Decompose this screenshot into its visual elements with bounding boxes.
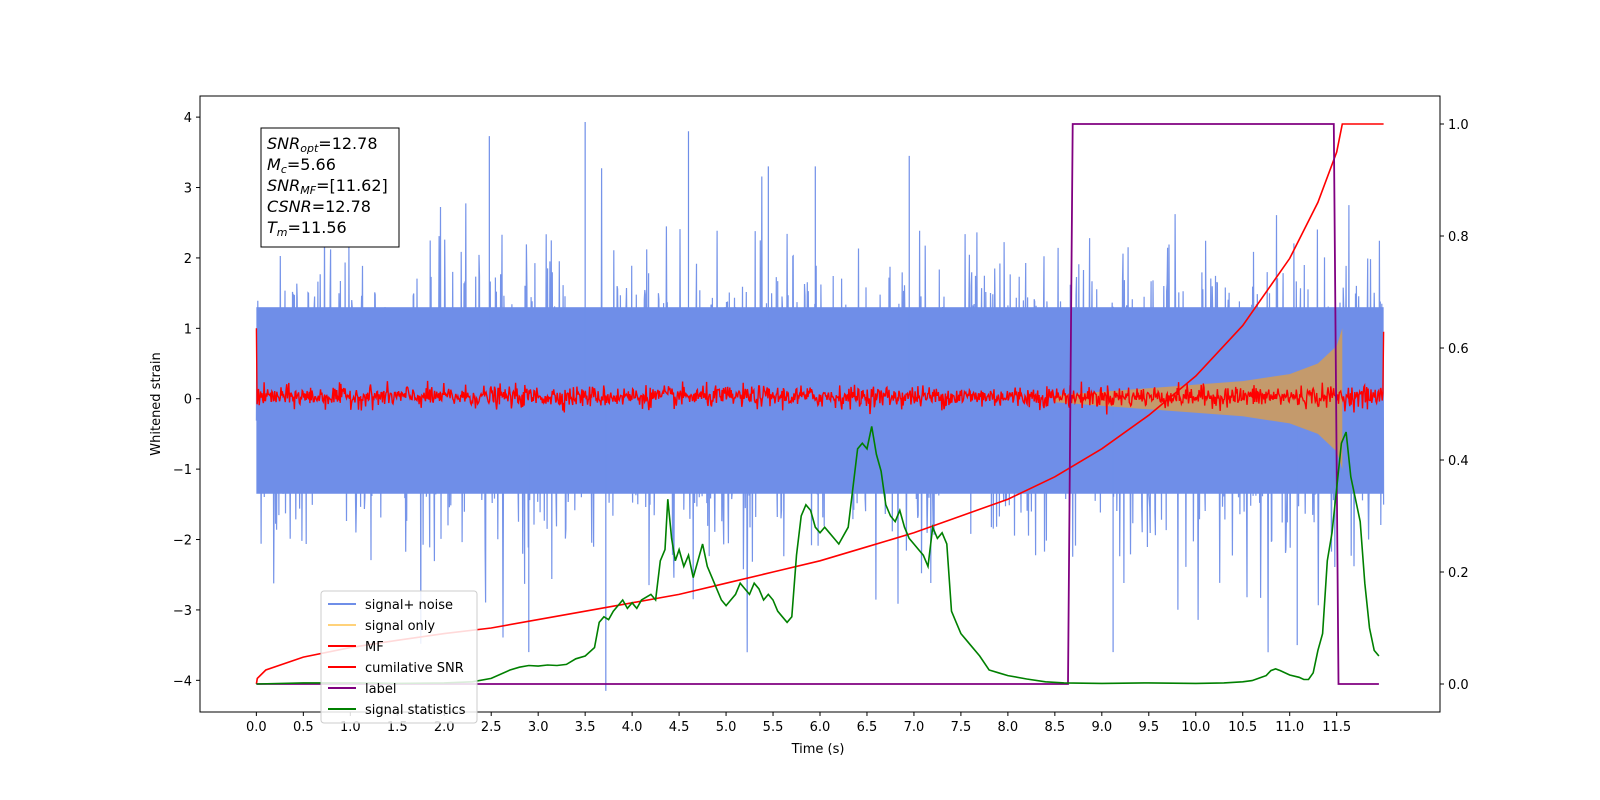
x-tick-label: 6.0: [810, 720, 831, 735]
mf-series: [255, 328, 1385, 415]
y-right-tick-label: 0.8: [1448, 230, 1469, 245]
y-left-tick-label: 0: [184, 393, 192, 408]
x-tick-label: 3.0: [528, 720, 549, 735]
annotation-mc: Mc=5.66: [267, 155, 336, 176]
y-left-tick-label: 4: [184, 111, 192, 126]
mf-line: [255, 328, 1385, 415]
x-tick-label: 4.5: [669, 720, 690, 735]
x-tick-label: 2.5: [481, 720, 502, 735]
x-tick-label: 9.5: [1138, 720, 1159, 735]
signal-statistics-line: [256, 426, 1380, 685]
legend-label-signal-only: signal only: [365, 619, 435, 634]
x-tick-label: 3.5: [575, 720, 596, 735]
legend-label-signal-statistics: signal statistics: [365, 703, 466, 718]
x-tick-label: 5.5: [763, 720, 784, 735]
x-tick-label: 4.0: [622, 720, 643, 735]
legend: signal+ noise signal only MF cumilative …: [320, 590, 478, 724]
legend-label-mf: MF: [365, 640, 384, 655]
y-left-tick-label: 1: [184, 322, 192, 337]
x-tick-label: 8.5: [1045, 720, 1066, 735]
annotation-snr-mf: SNRMF=[11.62]: [267, 176, 388, 197]
annotation-tm: Tm=11.56: [267, 218, 347, 239]
x-tick-label: 1.0: [340, 720, 361, 735]
x-tick-label: 1.5: [387, 720, 408, 735]
x-tick-label: 9.0: [1091, 720, 1112, 735]
x-tick-label: 8.0: [998, 720, 1019, 735]
y-left-tick-label: −4: [173, 674, 192, 689]
legend-label-cumulative-snr: cumilative SNR: [365, 661, 464, 676]
y-right-tick-label: 0.2: [1448, 566, 1469, 581]
y-axis-right: 1.0 0.8 0.6 0.4 0.2 0.0: [1440, 118, 1469, 693]
y-left-tick-label: −2: [173, 534, 192, 549]
x-axis-title: Time (s): [791, 742, 845, 757]
y-right-tick-label: 0.0: [1448, 678, 1469, 693]
y-axis-title: Whitened strain: [149, 352, 164, 455]
series-layer: [255, 122, 1385, 691]
x-tick-label: 7.5: [951, 720, 972, 735]
y-right-tick-label: 0.6: [1448, 342, 1469, 357]
y-left-tick-label: 3: [184, 182, 192, 197]
x-tick-label: 7.0: [904, 720, 925, 735]
x-tick-label: 6.5: [857, 720, 878, 735]
legend-label-label: label: [365, 682, 396, 697]
signal-statistics-series: [256, 426, 1380, 685]
x-tick-label: 11.0: [1275, 720, 1304, 735]
annotation-frame: [260, 127, 400, 248]
annotation-snr-opt: SNRopt=12.78: [267, 134, 378, 155]
y-right-tick-label: 1.0: [1448, 118, 1469, 133]
x-tick-label: 0.5: [293, 720, 314, 735]
x-tick-label: 11.5: [1322, 720, 1351, 735]
x-axis: 0.0 0.5 1.0 1.5 2.0 2.5 3.0 3.5 4.0 4.5 5.0 5.5 6.0 6…: [246, 712, 1351, 735]
label-series: [256, 123, 1379, 685]
y-left-tick-label: −3: [173, 604, 192, 619]
x-tick-label: 0.0: [246, 720, 267, 735]
annotation-csnr: CSNR=12.78: [267, 197, 371, 216]
label-line: [256, 123, 1379, 685]
x-tick-label: 2.0: [434, 720, 455, 735]
y-right-tick-label: 0.4: [1448, 454, 1469, 469]
legend-label-signal-noise: signal+ noise: [365, 598, 453, 613]
x-tick-label: 10.5: [1228, 720, 1257, 735]
legend-frame: [320, 590, 478, 724]
annotation-box: SNRopt=12.78 Mc=5.66 SNRMF=[11.62] CSNR=…: [260, 127, 400, 248]
y-left-tick-label: −1: [173, 463, 192, 478]
y-axis-left: 4 3 2 1 0 −1 −2 −3 −4: [173, 111, 200, 689]
x-tick-label: 5.0: [716, 720, 737, 735]
x-tick-label: 10.0: [1181, 720, 1210, 735]
y-left-tick-label: 2: [184, 252, 192, 267]
